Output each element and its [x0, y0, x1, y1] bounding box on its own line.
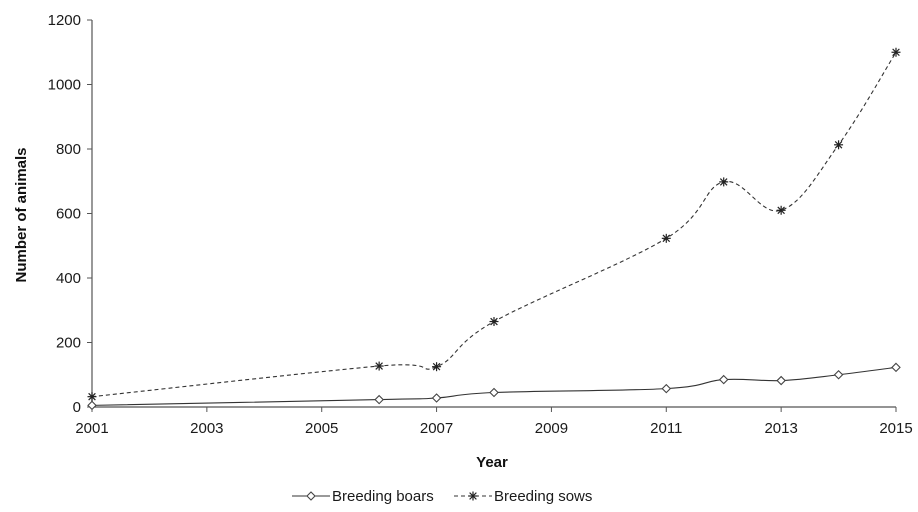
- data-point-sows: [891, 47, 901, 57]
- data-point-sows: [87, 392, 97, 402]
- data-point-boars: [431, 393, 442, 403]
- x-tick-label: 2015: [879, 420, 912, 437]
- data-point-boars: [489, 387, 499, 398]
- x-tick-label: 2005: [305, 420, 338, 437]
- legend-item-sows: Breeding sows: [454, 488, 592, 505]
- data-point-sows: [776, 205, 786, 215]
- y-tick-label: 1200: [48, 12, 81, 29]
- series-boars: [87, 362, 901, 411]
- data-point-boars: [374, 394, 384, 405]
- data-point-boars: [891, 362, 901, 373]
- y-tick-label: 0: [73, 399, 81, 416]
- y-tick-label: 1000: [48, 77, 81, 94]
- series-layer: [87, 47, 901, 411]
- x-tick-label: 2001: [75, 420, 108, 437]
- data-point-sows: [374, 361, 384, 371]
- legend-marker: [468, 491, 478, 501]
- data-point-boars: [776, 375, 786, 386]
- y-axis-title: Number of animals: [13, 147, 30, 282]
- legend-item-boars: Breeding boars: [292, 488, 434, 505]
- data-point-boars: [661, 383, 672, 394]
- legend: Breeding boars Breeding sows: [292, 488, 592, 505]
- y-tick-label: 400: [56, 270, 81, 287]
- x-tick-label: 2011: [650, 420, 682, 437]
- x-axis-title: Year: [476, 454, 508, 471]
- series-line-sows: [91, 51, 897, 398]
- data-point-sows: [719, 177, 729, 187]
- y-tick-label: 800: [56, 141, 81, 158]
- legend-label: Breeding boars: [332, 488, 434, 505]
- x-tick-label: 2007: [420, 420, 453, 437]
- axes: [87, 19, 897, 412]
- data-point-boars: [833, 369, 844, 380]
- data-point-sows: [834, 140, 844, 150]
- series-line-boars: [91, 366, 897, 406]
- y-tick-label: 600: [56, 206, 81, 223]
- legend-marker: [306, 491, 316, 501]
- y-tick-label: 200: [56, 335, 81, 352]
- data-point-boars: [87, 400, 97, 411]
- x-tick-label: 2009: [535, 420, 568, 437]
- series-sows: [87, 47, 901, 402]
- x-tick-label: 2003: [190, 420, 223, 437]
- data-point-sows: [489, 317, 499, 327]
- x-tick-label: 2013: [764, 420, 797, 437]
- tick-labels: 0 200 400 600 800 1000 1200 2001 2003 2005 2007 200…: [48, 12, 913, 437]
- data-point-sows: [661, 233, 671, 243]
- data-point-boars: [718, 374, 729, 385]
- data-point-sows: [432, 362, 442, 372]
- legend-label: Breeding sows: [494, 488, 592, 505]
